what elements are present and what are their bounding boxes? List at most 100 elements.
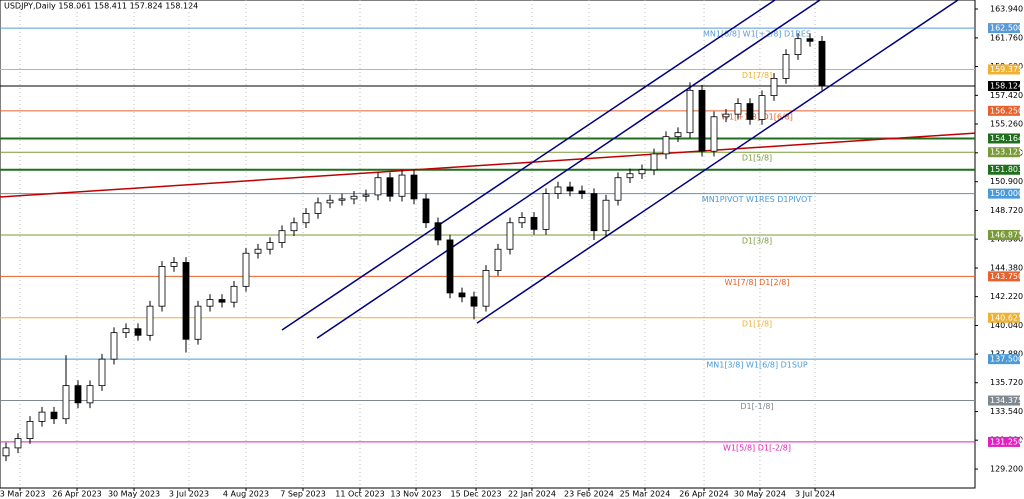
x-tick-label: 30 May 2024	[734, 490, 786, 499]
candle-body	[170, 262, 178, 267]
y-tick-label: 163.940	[990, 5, 1023, 14]
candle-body	[38, 411, 46, 422]
y-tick-label: 135.720	[990, 378, 1023, 387]
trendline	[0, 132, 976, 198]
y-tick-label: 148.720	[990, 206, 1023, 215]
candle-body	[818, 40, 826, 87]
candle-body	[302, 213, 310, 224]
price-box-label: 143.750	[990, 272, 1023, 281]
candle-body	[74, 385, 82, 404]
candle-body	[626, 173, 634, 179]
x-tick-label: 3 Jul 2024	[795, 490, 835, 499]
plot-frame	[0, 0, 976, 489]
price-box-label: 158.124	[990, 82, 1023, 91]
candle-body	[122, 328, 130, 334]
price-box-label: 154.164	[990, 134, 1023, 143]
candle-body	[206, 299, 214, 307]
x-tick-label: 11 Oct 2023	[335, 490, 384, 499]
candle-body	[338, 198, 346, 201]
y-tick-label: 155.260	[990, 119, 1023, 128]
y-tick-label: 133.540	[990, 407, 1023, 416]
candle-body	[482, 270, 490, 307]
candle-body	[134, 328, 142, 336]
candle-body	[374, 177, 382, 196]
x-tick-label: 26 Apr 2023	[52, 490, 101, 499]
candle-body	[110, 332, 118, 360]
candle-body	[782, 54, 790, 79]
level-label: D1[-1/8]	[740, 402, 773, 411]
y-tick-label: 140.040	[990, 321, 1023, 330]
y-tick-label: 150.900	[990, 177, 1023, 186]
level-label: D1[3/8]	[742, 236, 772, 245]
candle-body	[806, 38, 814, 42]
candle-body	[554, 186, 562, 195]
candle-body	[746, 103, 754, 120]
price-box-label: 137.500	[990, 355, 1023, 364]
candle-body	[758, 95, 766, 120]
y-tick-label: 161.760	[990, 33, 1023, 42]
price-box	[988, 188, 1020, 199]
price-box	[988, 105, 1020, 116]
candle-body	[434, 222, 442, 241]
candle-body	[506, 222, 514, 250]
price-box-label: 134.375	[990, 396, 1023, 405]
trendline	[476, 0, 959, 324]
level-label: W1[7/8] D1[2/8]	[724, 278, 789, 287]
candle-body	[398, 174, 406, 197]
candle-body	[794, 38, 802, 55]
x-tick-label: 3 Jul 2023	[169, 490, 209, 499]
candle-body	[290, 222, 298, 232]
level-label: D1[7/8]	[742, 71, 772, 80]
candle-body	[254, 248, 262, 254]
candle-body	[158, 266, 166, 307]
candle-body	[326, 199, 334, 204]
price-box	[988, 64, 1020, 75]
x-tick-label: 15 Dec 2023	[450, 490, 501, 499]
price-box	[988, 164, 1020, 175]
chart-title: USDJPY,Daily 158.061 158.411 157.824 158…	[4, 2, 198, 11]
price-box	[988, 271, 1020, 282]
level-label: MN1[8/8] W1[+2/8] D1RES	[703, 30, 811, 39]
trendline	[281, 0, 776, 331]
x-tick-label: 26 Apr 2024	[679, 490, 728, 499]
candle-body	[614, 177, 622, 201]
candle-body	[530, 217, 538, 230]
y-tick-label: 157.420	[990, 91, 1023, 100]
candle-body	[578, 190, 586, 195]
price-box-label: 162.500	[990, 24, 1023, 33]
level-label: D1[1/8]	[742, 319, 772, 328]
level-label: D1[5/8]	[742, 154, 772, 163]
price-box	[988, 81, 1020, 92]
candle-body	[14, 438, 22, 449]
candle-body	[734, 103, 742, 115]
price-box-label: 156.250	[990, 106, 1023, 115]
candle-body	[662, 136, 670, 155]
price-box-label: 159.375	[990, 65, 1023, 74]
candle-body	[50, 411, 58, 420]
candle-body	[386, 177, 394, 197]
x-tick-label: 13 Nov 2023	[390, 490, 441, 499]
candle-body	[698, 89, 706, 152]
candle-body	[62, 385, 70, 420]
candle-body	[362, 194, 370, 197]
price-box-label: 153.125	[990, 148, 1023, 157]
candle-body	[422, 198, 430, 224]
candle-body	[674, 132, 682, 138]
y-tick-label: 137.880	[990, 350, 1023, 359]
candle-body	[314, 202, 322, 214]
candle-body	[194, 305, 202, 340]
candle-body	[602, 199, 610, 232]
price-box	[988, 23, 1020, 34]
candle-body	[410, 174, 418, 200]
x-tick-label: 22 Jan 2024	[508, 490, 556, 499]
x-tick-label: 23 Feb 2024	[564, 490, 614, 499]
candle-body	[686, 89, 694, 134]
y-tick-label: 129.200	[990, 465, 1023, 474]
candle-body	[266, 242, 274, 250]
y-tick-label: 144.380	[990, 264, 1023, 273]
price-box	[988, 312, 1020, 323]
x-tick-label: 23 Mar 2023	[0, 490, 45, 499]
candle-body	[26, 420, 34, 440]
x-tick-label: 30 May 2023	[108, 490, 160, 499]
